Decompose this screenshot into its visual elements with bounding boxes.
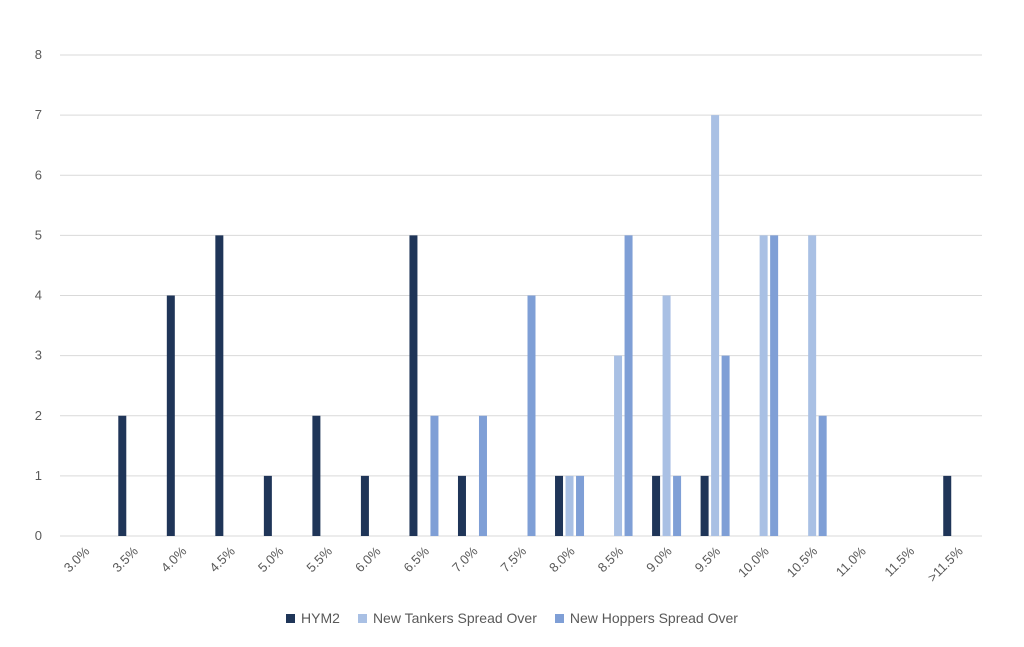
x-tick-label: 11.5% xyxy=(881,543,917,579)
bar xyxy=(759,235,768,536)
bar xyxy=(215,235,224,536)
x-tick-label: 6.0% xyxy=(352,543,384,575)
bar xyxy=(457,475,466,536)
x-tick-label: 7.5% xyxy=(498,543,530,575)
bar xyxy=(624,235,633,536)
bar xyxy=(673,475,682,536)
x-tick-label: 4.5% xyxy=(206,543,238,575)
y-tick-label: 6 xyxy=(35,167,42,182)
y-tick-label: 0 xyxy=(35,528,42,543)
bar xyxy=(312,415,321,536)
bar xyxy=(166,295,175,536)
bar xyxy=(652,475,661,536)
bar xyxy=(527,295,536,536)
legend-item-new-hoppers: New Hoppers Spread Over xyxy=(554,610,738,626)
y-tick-label: 4 xyxy=(35,288,42,303)
bar xyxy=(700,475,709,536)
y-tick-label: 7 xyxy=(35,107,42,122)
bar xyxy=(565,475,574,536)
legend-label-new-tankers: New Tankers Spread Over xyxy=(372,610,537,626)
bar xyxy=(711,115,720,536)
x-tick-label: 10.5% xyxy=(784,543,821,580)
legend-item-new-tankers: New Tankers Spread Over xyxy=(357,610,537,626)
x-tick-label: 8.5% xyxy=(595,543,627,575)
y-tick-label: 5 xyxy=(35,227,42,242)
bar-chart: 0 1 2 3 4 5 6 7 8 3.0% 3.5% 4.0% 4.5% 5.0% 5.5% 6.0% 6.5… xyxy=(35,47,982,585)
bar xyxy=(118,415,127,536)
x-tick-label: 5.5% xyxy=(303,543,335,575)
x-tick-label: >11.5% xyxy=(924,543,966,585)
x-tick-label: 7.0% xyxy=(449,543,481,575)
bar xyxy=(555,475,564,536)
x-tick-label: 5.0% xyxy=(255,543,287,575)
bar xyxy=(943,475,952,536)
legend: HYM2 New Tankers Spread Over New Hoppers… xyxy=(0,610,1024,626)
bar xyxy=(614,355,623,536)
bar xyxy=(263,475,272,536)
x-tick-label: 3.0% xyxy=(61,543,93,575)
x-tick-label: 9.0% xyxy=(643,543,675,575)
bar xyxy=(430,415,439,536)
y-tick-label: 8 xyxy=(35,47,42,62)
x-tick-label: 9.5% xyxy=(692,543,724,575)
legend-label-hym2: HYM2 xyxy=(301,610,340,626)
x-tick-label: 3.5% xyxy=(109,543,141,575)
legend-swatch-hym2 xyxy=(286,613,296,623)
legend-swatch-new-tankers xyxy=(357,613,367,623)
bar xyxy=(360,475,369,536)
bar xyxy=(818,415,827,536)
y-tick-label: 3 xyxy=(35,348,42,363)
legend-item-hym2: HYM2 xyxy=(286,610,340,626)
legend-swatch-new-hoppers xyxy=(554,613,564,623)
x-tick-label: 4.0% xyxy=(158,543,190,575)
x-tick-label: 11.0% xyxy=(833,543,869,579)
bar xyxy=(808,235,817,536)
bar xyxy=(770,235,779,536)
x-tick-label: 6.5% xyxy=(401,543,433,575)
bar xyxy=(409,235,418,536)
x-tick-label: 10.0% xyxy=(735,543,772,580)
x-tick-label: 8.0% xyxy=(546,543,578,575)
bar xyxy=(478,415,487,536)
y-tick-label: 1 xyxy=(35,468,42,483)
y-tick-label: 2 xyxy=(35,408,42,423)
legend-label-new-hoppers: New Hoppers Spread Over xyxy=(569,610,738,626)
bar xyxy=(721,355,730,536)
bar xyxy=(662,295,671,536)
bar xyxy=(576,475,585,536)
